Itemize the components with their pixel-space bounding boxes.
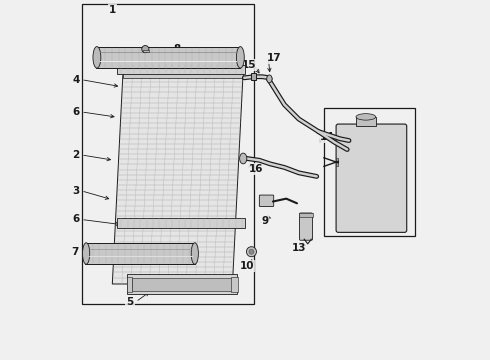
- Text: 1: 1: [109, 5, 116, 15]
- Circle shape: [142, 45, 149, 53]
- Bar: [324, 108, 416, 235]
- Bar: [126, 277, 132, 292]
- Text: 5: 5: [126, 297, 134, 307]
- Text: 12: 12: [356, 155, 370, 165]
- Text: 7: 7: [71, 247, 78, 257]
- Ellipse shape: [356, 114, 376, 120]
- Text: 3: 3: [72, 186, 79, 196]
- Ellipse shape: [82, 243, 90, 264]
- Circle shape: [249, 249, 254, 254]
- Text: 6: 6: [72, 215, 79, 224]
- Polygon shape: [117, 218, 245, 228]
- Polygon shape: [143, 50, 149, 51]
- Bar: [299, 213, 313, 217]
- Bar: [251, 73, 256, 80]
- Bar: [231, 277, 238, 292]
- Polygon shape: [85, 243, 195, 264]
- Ellipse shape: [267, 75, 272, 83]
- Text: 4: 4: [72, 75, 79, 85]
- Bar: [82, 4, 254, 304]
- Text: 10: 10: [240, 261, 254, 271]
- FancyBboxPatch shape: [259, 195, 274, 207]
- Bar: [356, 117, 376, 126]
- FancyBboxPatch shape: [299, 213, 313, 240]
- Polygon shape: [96, 46, 240, 68]
- Ellipse shape: [93, 46, 101, 68]
- Text: 6: 6: [72, 107, 79, 117]
- Polygon shape: [112, 71, 243, 284]
- Text: 8: 8: [173, 44, 180, 54]
- Polygon shape: [337, 158, 338, 166]
- Polygon shape: [117, 64, 245, 74]
- Text: 11: 11: [367, 129, 381, 138]
- Polygon shape: [123, 71, 243, 78]
- Polygon shape: [126, 274, 237, 294]
- Ellipse shape: [240, 153, 247, 164]
- Polygon shape: [132, 278, 232, 291]
- Text: 13: 13: [292, 243, 306, 253]
- Ellipse shape: [236, 46, 245, 68]
- FancyBboxPatch shape: [336, 124, 407, 232]
- Text: 16: 16: [248, 164, 263, 174]
- Text: 17: 17: [267, 53, 281, 63]
- Text: 15: 15: [242, 60, 256, 70]
- Text: 14: 14: [320, 132, 335, 142]
- Text: 9: 9: [261, 216, 269, 226]
- Ellipse shape: [191, 243, 198, 264]
- Circle shape: [246, 247, 256, 257]
- Text: 2: 2: [72, 150, 79, 160]
